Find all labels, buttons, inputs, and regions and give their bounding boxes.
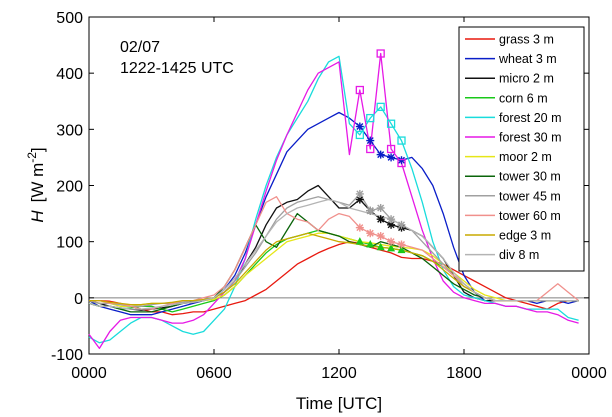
data-point-micro-2-m	[355, 195, 364, 204]
y-axis-unit-exp: -2	[25, 152, 39, 163]
legend-label-wheat-3-m: wheat 3 m	[498, 52, 557, 66]
data-point-wheat-3-m	[366, 136, 375, 145]
y-tick-label: 500	[56, 10, 83, 27]
x-tick-label: 1800	[446, 365, 482, 382]
legend-box	[458, 26, 585, 272]
data-point-micro-2-m	[376, 215, 385, 224]
data-point-tower-60-m	[355, 223, 364, 232]
data-point-tower-45-m	[355, 189, 364, 198]
data-point-tower-45-m	[376, 203, 385, 212]
data-point-wheat-3-m	[376, 150, 385, 159]
data-point-tower-60-m	[366, 229, 375, 238]
series-line-grass-3-m	[89, 241, 579, 316]
data-point-wheat-3-m	[397, 156, 406, 165]
y-axis-unit-suffix: ]	[28, 147, 47, 152]
legend-label-forest-20-m: forest 20 m	[499, 111, 562, 125]
y-tick-label: 100	[56, 235, 83, 252]
legend-items: grass 3 m wheat 3 m micro 2 m corn 6 m fores…	[465, 33, 562, 262]
data-point-forest-20-m	[366, 113, 375, 123]
legend-label-div-8-m: div 8 m	[499, 248, 539, 262]
data-point-forest-20-m	[386, 119, 396, 128]
data-point-corn-6-m	[387, 243, 396, 252]
data-point-corn-6-m	[366, 239, 375, 248]
legend-label-tower-30-m: tower 30 m	[499, 170, 561, 184]
data-point-forest-30-m	[366, 144, 375, 154]
data-point-tower-60-m	[376, 232, 385, 241]
data-point-corn-6-m	[355, 237, 364, 245]
data-point-tower-45-m	[397, 220, 406, 229]
data-point-forest-30-m	[376, 49, 385, 58]
legend-label-grass-3-m: grass 3 m	[499, 33, 554, 47]
marker-layer	[355, 49, 406, 254]
chart-annotation-period: 1222-1425 UTC	[120, 60, 234, 77]
data-point-forest-20-m	[397, 136, 406, 145]
legend-label-corn-6-m: corn 6 m	[499, 91, 548, 105]
data-point-forest-30-m	[397, 158, 406, 168]
x-tick-label: 1200	[321, 365, 357, 382]
data-point-corn-6-m	[376, 242, 385, 251]
data-point-forest-20-m	[355, 130, 364, 140]
data-point-tower-60-m	[397, 240, 406, 249]
y-tick-label: 200	[56, 179, 83, 196]
data-point-tower-60-m	[387, 237, 396, 246]
data-point-tower-45-m	[366, 206, 375, 215]
legend-label-edge-3-m: edge 3 m	[499, 229, 551, 243]
legend-label-tower-60-m: tower 60 m	[499, 209, 561, 223]
legend: grass 3 m wheat 3 m micro 2 m corn 6 m fores…	[458, 26, 585, 272]
y-axis-symbol: H	[28, 210, 47, 223]
legend-label-moor-2-m: moor 2 m	[499, 150, 552, 164]
series-layer	[88, 52, 580, 350]
y-tick-label: 300	[56, 122, 83, 139]
data-point-forest-20-m	[376, 102, 385, 112]
x-tick-label: 0600	[196, 365, 232, 382]
y-axis-unit-prefix: [W m	[28, 163, 47, 203]
y-tick-label: 400	[56, 66, 83, 83]
data-point-tower-45-m	[387, 215, 396, 224]
data-point-forest-30-m	[386, 144, 396, 154]
y-axis-label: H [W m-2]	[25, 147, 47, 222]
x-axis-label: Time [UTC]	[296, 394, 382, 413]
series-line-forest-30-m	[88, 52, 579, 350]
x-tick-label: 0000	[571, 365, 607, 382]
data-point-corn-6-m	[397, 245, 406, 254]
chart-annotation-date: 02/07	[120, 39, 160, 56]
data-point-wheat-3-m	[387, 153, 396, 162]
legend-label-tower-45-m: tower 45 m	[499, 189, 561, 203]
y-tick-label: -100	[51, 347, 83, 364]
legend-label-forest-30-m: forest 30 m	[499, 131, 562, 145]
data-point-wheat-3-m	[355, 122, 364, 131]
legend-label-micro-2-m: micro 2 m	[499, 72, 554, 86]
series-line-div-8-m	[88, 198, 579, 310]
x-tick-label: 0000	[71, 365, 107, 382]
data-point-forest-30-m	[355, 85, 364, 95]
y-tick-label: 0	[74, 291, 83, 308]
